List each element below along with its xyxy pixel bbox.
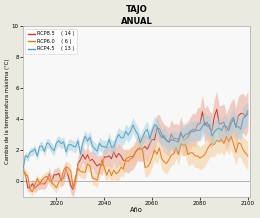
Y-axis label: Cambio de la temperatura máxima (°C): Cambio de la temperatura máxima (°C) [5,59,10,164]
Legend: RCP8.5    ( 14 ), RCP6.0    ( 6 ), RCP4.5    ( 13 ): RCP8.5 ( 14 ), RCP6.0 ( 6 ), RCP4.5 ( 13… [25,29,77,54]
Title: TAJO
ANUAL: TAJO ANUAL [121,5,152,26]
X-axis label: Año: Año [130,207,143,213]
